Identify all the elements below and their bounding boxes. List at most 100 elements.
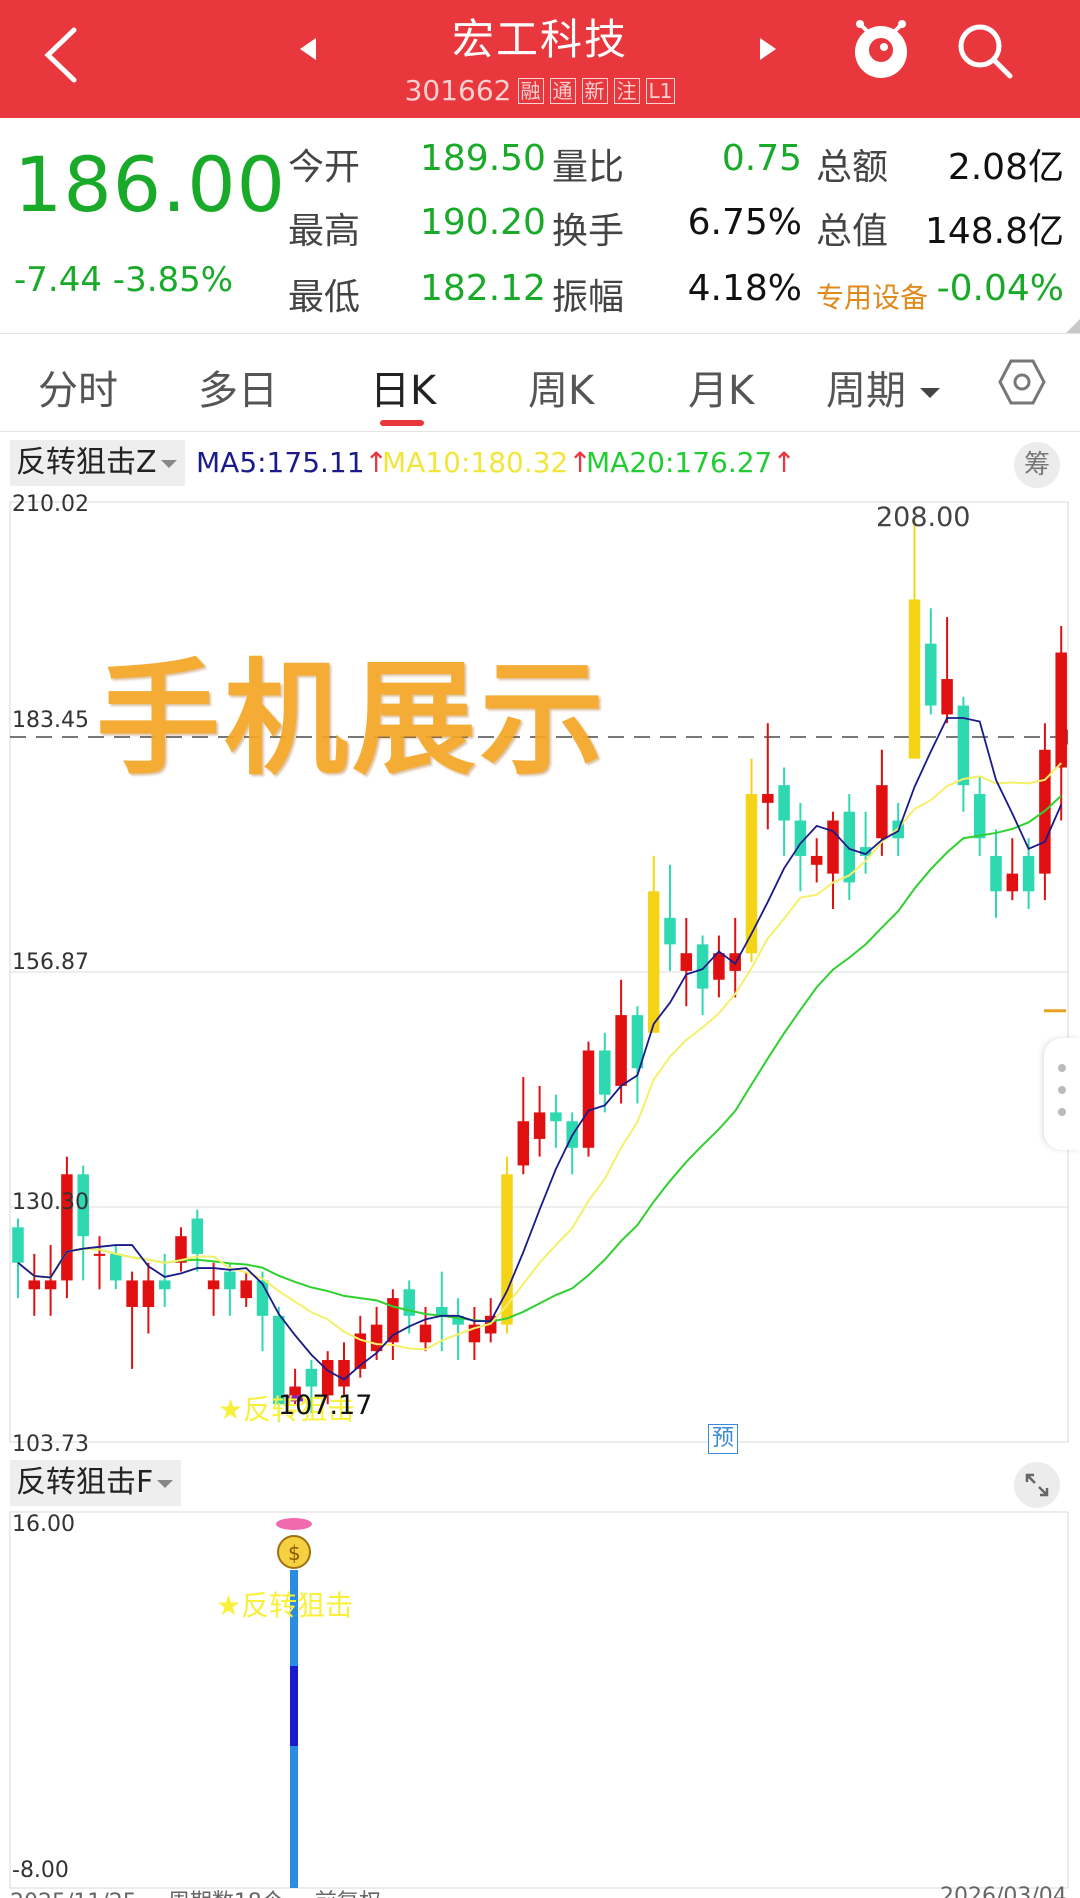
tag-tong: 通 [549, 77, 576, 104]
sub-indicator-row: 反转狙击F [0, 1460, 1080, 1512]
side-panel-handle[interactable] [1044, 1038, 1080, 1150]
ma20-up-arrow: ↑ [772, 446, 796, 479]
candle-body [941, 679, 953, 715]
turnover-label: 换手 [552, 211, 625, 252]
last-price: 186.00 [14, 140, 286, 229]
candle-body [582, 1050, 595, 1148]
candle-body [1022, 855, 1035, 892]
candle-body [827, 820, 839, 874]
candle-body [778, 785, 790, 821]
candle-body [810, 855, 823, 865]
candle-body [305, 1368, 318, 1387]
signal-label-sub: ★反转狙击 [216, 1589, 354, 1622]
mcap-label: 总值 [816, 211, 889, 252]
candle-body [240, 1280, 252, 1299]
stock-code: 301662 [404, 74, 512, 107]
tab-weekly-k[interactable]: 周K [528, 368, 595, 414]
candle-body [680, 953, 693, 971]
candle-body [175, 1236, 187, 1263]
ma20-legend: MA20:176.27↑ [586, 446, 796, 479]
sub-indicator-svg: $ [9, 1511, 1069, 1889]
kline-svg [9, 501, 1069, 1443]
peak-price-label: 208.00 [876, 502, 971, 533]
candle-body [647, 891, 660, 1033]
next-stock-icon[interactable] [756, 34, 780, 64]
sub-frame [9, 1511, 1069, 1889]
active-tab-indicator [380, 420, 424, 426]
handle-dot [1058, 1064, 1066, 1072]
vol-ratio-value: 0.75 [721, 138, 802, 179]
ma5-up-arrow: ↑ [364, 446, 389, 479]
turnover-value: 6.75% [687, 202, 802, 243]
candle-body [158, 1280, 171, 1290]
sector-name[interactable]: 专用设备 [816, 281, 929, 314]
ma5-text: MA5:175.11 [196, 446, 365, 479]
y-tick-4: 130.30 [12, 1190, 89, 1215]
ma10-legend: MA10:180.32↑ [382, 446, 592, 479]
candle-body [126, 1280, 138, 1307]
high-value: 190.20 [420, 202, 546, 243]
candle-body [370, 1324, 383, 1352]
vol-ratio-label: 量比 [552, 147, 625, 188]
predict-badge[interactable]: 预 [708, 1424, 738, 1454]
sub-y-top: 16.00 [12, 1512, 75, 1537]
candle-body [207, 1280, 220, 1290]
tab-period-dropdown[interactable]: 周期 [826, 358, 941, 416]
ma5-legend: MA5:175.11↑ [196, 446, 388, 479]
candle-body [12, 1227, 24, 1263]
candle-body [403, 1289, 415, 1316]
adjust-mode[interactable]: 前复权 [315, 1890, 381, 1898]
y-tick-top: 210.02 [12, 492, 89, 517]
tag-xin: 新 [581, 77, 608, 104]
mascot-icon[interactable] [846, 14, 916, 84]
tab-daily-k[interactable]: 日K [370, 368, 437, 414]
search-icon[interactable] [954, 20, 1016, 82]
candle-body [550, 1112, 562, 1122]
mcap-value: 148.8亿 [924, 211, 1064, 252]
ma20-text: MA20:176.27 [586, 446, 773, 479]
start-date: 2025/11/25 [10, 1890, 137, 1898]
chip-distribution-button[interactable]: 筹 [1014, 442, 1060, 488]
quote-panel: 186.00 -7.44 -3.85% 今开 189.50 最高 190.20 … [0, 118, 1080, 334]
candle-body [44, 1280, 57, 1290]
kline-chart[interactable]: 210.02 183.45 156.87 130.30 103.73 手机展示 … [0, 490, 1080, 1460]
footer-bar: 2025/11/25 周期数18个 前复权 2026/03/04 [10, 1884, 1067, 1898]
sub-y-bottom: -8.00 [12, 1858, 69, 1883]
settings-hex-icon[interactable] [996, 356, 1048, 408]
candle-body [533, 1112, 546, 1139]
prev-stock-icon[interactable] [296, 34, 320, 64]
candle-body [615, 1015, 627, 1086]
watermark-text: 手机展示 [96, 648, 609, 792]
ma10-up-arrow: ↑ [568, 446, 592, 479]
sub-indicator-chart[interactable]: $ 16.00 -8.00 ★反转狙击 [0, 1510, 1080, 1890]
y-tick-2: 183.45 [12, 708, 89, 733]
low-price-label: 107.17 [278, 1390, 373, 1421]
tab-multiday[interactable]: 多日 [198, 368, 278, 414]
candle-body [599, 1050, 611, 1095]
amplitude-label: 振幅 [552, 277, 625, 318]
signal-marker [287, 1395, 304, 1402]
expand-button[interactable] [1014, 1462, 1060, 1508]
sector-change: -0.04% [936, 268, 1064, 309]
candle-body [224, 1271, 236, 1290]
candle-body [859, 847, 872, 856]
moneybag-top-icon [276, 1518, 312, 1530]
main-indicator-selector[interactable]: 反转狙击Z [10, 440, 185, 486]
change-amount: -7.44 [14, 260, 102, 300]
candle-body [696, 944, 709, 989]
candle-body [1055, 652, 1067, 768]
tab-intraday[interactable]: 分时 [38, 368, 118, 414]
candle-body [973, 794, 986, 839]
candle-body [843, 811, 856, 883]
sub-indicator-selector[interactable]: 反转狙击F [10, 1460, 182, 1506]
candle-body [762, 794, 774, 803]
candle-body [713, 953, 725, 980]
candle-body [142, 1280, 155, 1307]
candle-body [452, 1315, 464, 1325]
y-tick-3: 156.87 [12, 950, 89, 975]
candle-body [631, 1015, 644, 1069]
ma5-line [17, 717, 1063, 1381]
moneybag-symbol-icon: $ [288, 1541, 301, 1565]
tab-monthly-k[interactable]: 月K [688, 368, 755, 414]
back-arrow-icon[interactable] [36, 20, 96, 90]
